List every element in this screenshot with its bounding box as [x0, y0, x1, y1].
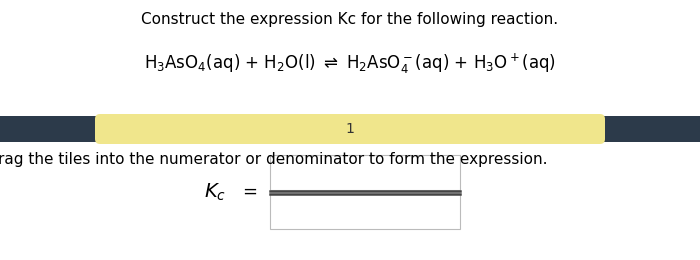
Bar — [270, 194, 460, 229]
Text: $\mathit{K}_c$: $\mathit{K}_c$ — [204, 181, 226, 203]
Bar — [270, 155, 460, 190]
Text: H$_3$AsO$_4$(aq) + H$_2$O(l) $\rightleftharpoons$ H$_2$AsO$_4^-$(aq) + H$_3$O$^+: H$_3$AsO$_4$(aq) + H$_2$O(l) $\rightleft… — [144, 52, 556, 76]
Text: rag the tiles into the numerator or denominator to form the expression.: rag the tiles into the numerator or deno… — [0, 152, 547, 167]
Bar — [0, 116, 700, 142]
FancyBboxPatch shape — [95, 114, 605, 144]
Text: =: = — [242, 183, 258, 201]
Text: 1: 1 — [346, 122, 354, 136]
Text: Construct the expression Kc for the following reaction.: Construct the expression Kc for the foll… — [141, 12, 559, 27]
